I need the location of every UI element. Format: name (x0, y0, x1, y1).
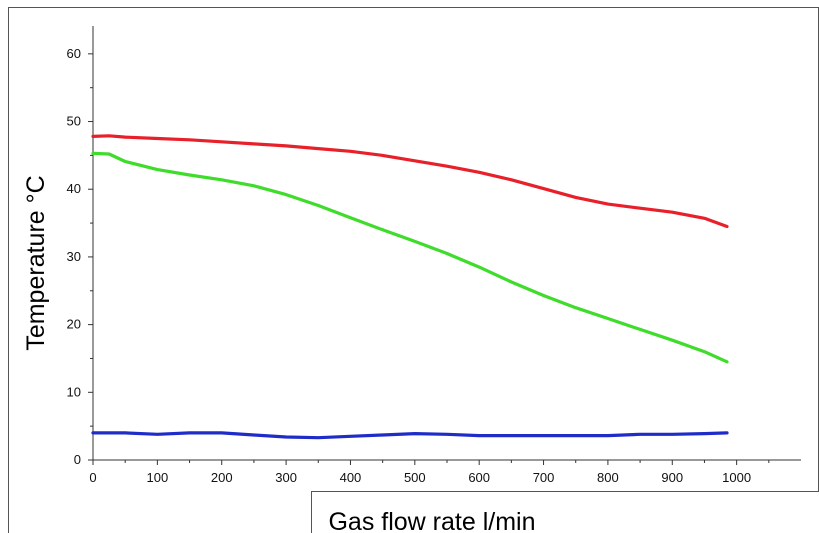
x-tick-label: 100 (147, 470, 169, 485)
x-tick-label: 0 (89, 470, 96, 485)
y-tick-label: 40 (67, 181, 81, 196)
x-tick-label: 700 (533, 470, 555, 485)
y-axis-title: Temperature °C (22, 175, 50, 350)
axes (92, 26, 801, 461)
frame-border-notch (311, 491, 312, 533)
x-axis-title: Gas flow rate l/min (328, 508, 535, 533)
y-tick-label: 20 (67, 317, 81, 332)
axis-ticks: 0 100 200 300 400 500 600 700 800 900 1000 0 10 20 30 4… (67, 46, 770, 485)
green-series-line (91, 151, 729, 364)
y-tick-label: 10 (67, 384, 81, 399)
frame-border-bottom (311, 491, 819, 492)
y-tick-label: 50 (67, 114, 81, 129)
x-tick-label: 600 (468, 470, 490, 485)
x-tick-label: 500 (404, 470, 426, 485)
x-tick-label: 1000 (722, 470, 751, 485)
blue-series-line (91, 431, 729, 440)
series-layer (91, 134, 729, 440)
x-tick-label: 400 (340, 470, 362, 485)
x-tick-label: 800 (597, 470, 619, 485)
y-tick-label: 60 (67, 46, 81, 61)
x-tick-label: 200 (211, 470, 233, 485)
x-tick-label: 900 (661, 470, 683, 485)
red-series-line (91, 134, 729, 229)
x-tick-label: 300 (275, 470, 297, 485)
frame-border-top (8, 7, 819, 8)
frame-border-left (8, 7, 9, 533)
y-tick-label: 30 (67, 249, 81, 264)
y-tick-label: 0 (74, 452, 81, 467)
